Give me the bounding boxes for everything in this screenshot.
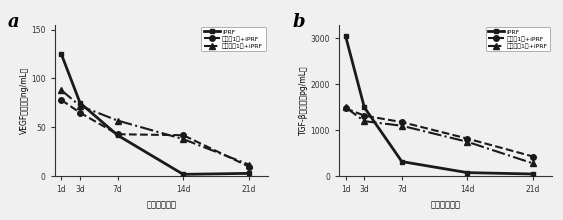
iPRF xyxy=(361,106,368,109)
Legend: iPRF, 明胶頇1粒+iPRF, 氧化硅頇1粒+iPRF: iPRF, 明胶頇1粒+iPRF, 氧化硅頇1粒+iPRF xyxy=(486,27,550,51)
Legend: iPRF, 明胶頇1粒+iPRF, 氧化硅頇1粒+iPRF: iPRF, 明胶頇1粒+iPRF, 氧化硅頇1粒+iPRF xyxy=(202,27,266,51)
氧化硅頇1粒+iPRF xyxy=(464,141,471,143)
氧化硅頇1粒+iPRF xyxy=(342,106,349,109)
iPRF xyxy=(245,172,252,175)
明胶頇1粒+iPRF xyxy=(464,137,471,140)
Y-axis label: VEGF释放量（ng/mL）: VEGF释放量（ng/mL） xyxy=(20,67,29,134)
明胶頇1粒+iPRF xyxy=(180,134,186,137)
iPRF xyxy=(342,35,349,37)
氧化硅頇1粒+iPRF xyxy=(77,104,83,107)
明胶頇1粒+iPRF xyxy=(114,133,121,136)
Line: 明胶頇1粒+iPRF: 明胶頇1粒+iPRF xyxy=(343,106,536,159)
X-axis label: 时间（天数）: 时间（天数） xyxy=(146,200,176,209)
iPRF xyxy=(58,53,65,55)
明胶頇1粒+iPRF xyxy=(77,111,83,114)
Line: 明胶頇1粒+iPRF: 明胶頇1粒+iPRF xyxy=(59,97,252,169)
Text: b: b xyxy=(292,13,305,31)
氧化硅頇1粒+iPRF xyxy=(361,120,368,123)
Line: iPRF: iPRF xyxy=(59,51,251,177)
Text: a: a xyxy=(8,13,20,31)
氧化硅頇1粒+iPRF xyxy=(399,125,405,127)
氧化硅頇1粒+iPRF xyxy=(58,89,65,92)
X-axis label: 时间（天数）: 时间（天数） xyxy=(431,200,461,209)
明胶頇1粒+iPRF xyxy=(530,155,537,158)
明胶頇1粒+iPRF xyxy=(361,114,368,117)
明胶頇1粒+iPRF xyxy=(342,107,349,110)
iPRF xyxy=(399,160,405,163)
iPRF xyxy=(77,102,83,104)
氧化硅頇1粒+iPRF xyxy=(114,119,121,122)
明胶頇1粒+iPRF xyxy=(245,165,252,168)
iPRF xyxy=(114,134,121,137)
Y-axis label: TGF-β释放量（pg/mL）: TGF-β释放量（pg/mL） xyxy=(299,66,308,135)
Line: 氧化硅頇1粒+iPRF: 氧化硅頇1粒+iPRF xyxy=(343,104,536,166)
iPRF xyxy=(464,171,471,174)
氧化硅頇1粒+iPRF xyxy=(530,162,537,165)
iPRF xyxy=(180,173,186,176)
明胶頇1粒+iPRF xyxy=(399,121,405,123)
iPRF xyxy=(530,173,537,175)
Line: 氧化硅頇1粒+iPRF: 氧化硅頇1粒+iPRF xyxy=(59,87,252,167)
氧化硅頇1粒+iPRF xyxy=(180,138,186,140)
氧化硅頇1粒+iPRF xyxy=(245,163,252,166)
Line: iPRF: iPRF xyxy=(343,34,535,176)
明胶頇1粒+iPRF xyxy=(58,99,65,101)
